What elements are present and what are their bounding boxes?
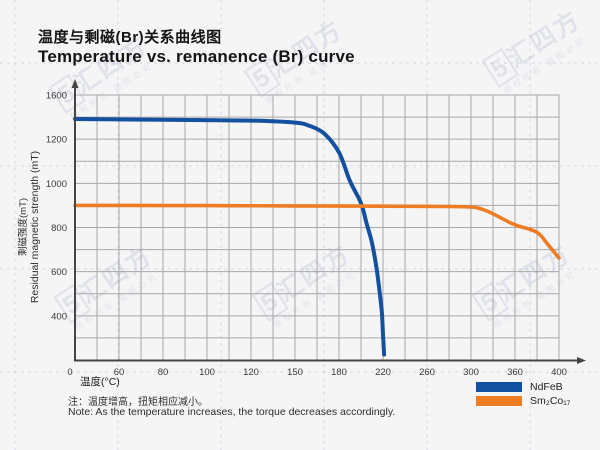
legend-item-sm2co17: Sm₂Co₁₇ [476,394,570,408]
x-tick-label: 80 [158,367,169,378]
legend-item-ndfeb: NdFeB [476,380,570,394]
x-tick-label: 220 [375,367,391,378]
y-tick-label: 1200 [46,135,67,146]
y-tick-label: 400 [51,311,67,322]
plot-grid [74,94,560,361]
page-title-zh: 温度与剩磁(Br)关系曲线图 [38,29,222,46]
sm2co17-curve [73,203,561,260]
y-axis-title-zh: 剩磁强度(mT) [17,197,29,257]
x-tick-label: 400 [551,367,567,378]
x-axis-arrow-icon [577,357,586,364]
y-tick-label: 1000 [46,179,67,190]
x-axis-title: 温度(°C) [80,376,120,388]
tick-labels: 1600 1200 1000 800 600 400 0 60 80 100 120 150 180 22… [46,91,567,379]
x-tick-label: 180 [331,367,347,378]
y-axis-arrow-icon [71,79,79,88]
note-en: Note: As the temperature increases, the … [68,406,396,418]
x-tick-label: 360 [507,367,523,378]
sm2co17-swatch [476,396,522,406]
y-axis-title-en: Residual magnetic strength (mT) [29,150,42,304]
axes [74,84,583,362]
x-tick-label: 300 [463,367,479,378]
x-tick-label: 150 [287,367,303,378]
y-axis-title: 剩磁强度(mT) Residual magnetic strength (mT) [14,92,46,362]
legend-label: Sm₂Co₁₇ [530,395,571,407]
x-tick-label: 260 [419,367,435,378]
note-zh: 注：温度增高，扭矩相应减小。 [68,397,208,408]
ndfeb-curve [73,117,387,357]
y-tick-label: 600 [51,267,67,278]
y-tick-label: 800 [51,223,67,234]
x-tick-label: 0 [67,367,72,378]
ndfeb-swatch [476,382,522,392]
y-tick-label: 1600 [46,91,67,102]
legend-label: NdFeB [530,381,563,393]
x-tick-label: 60 [114,367,125,378]
x-tick-label: 100 [199,367,215,378]
page-title-en: Temperature vs. remanence (Br) curve [38,47,355,66]
x-tick-label: 120 [243,367,259,378]
chart-legend: NdFeB Sm₂Co₁₇ [476,380,570,408]
